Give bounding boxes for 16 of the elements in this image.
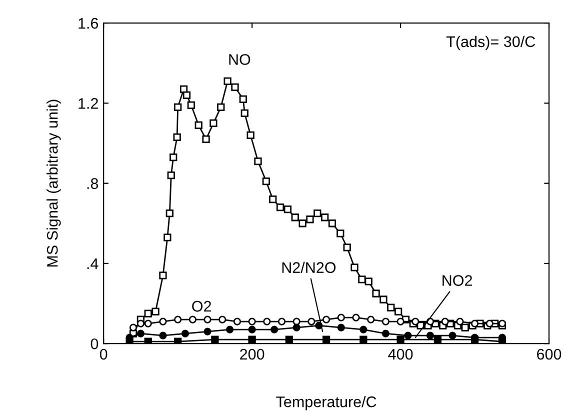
y-tick-label: .4 [87, 258, 98, 269]
x-tick-label: 600 [537, 348, 562, 360]
annotation: NO2 [442, 275, 472, 286]
y-axis-title: MS Signal (arbitrary unit) [46, 100, 61, 267]
annotation: N2/N2O [282, 262, 336, 273]
y-tick-label: 1.2 [78, 98, 98, 109]
y-tick-label: .8 [87, 178, 98, 189]
annotation: O2 [192, 300, 211, 312]
x-tick-label: 0 [100, 348, 108, 360]
x-axis-title: Temperature/C [276, 396, 376, 410]
y-tick-label: 0 [90, 338, 98, 350]
x-tick-label: 400 [388, 348, 413, 360]
x-tick-label: 200 [240, 348, 264, 360]
annotation: NO [229, 54, 250, 65]
annotation: T(ads)= 30/C [446, 36, 536, 50]
y-tick-label: 1.6 [78, 18, 98, 29]
